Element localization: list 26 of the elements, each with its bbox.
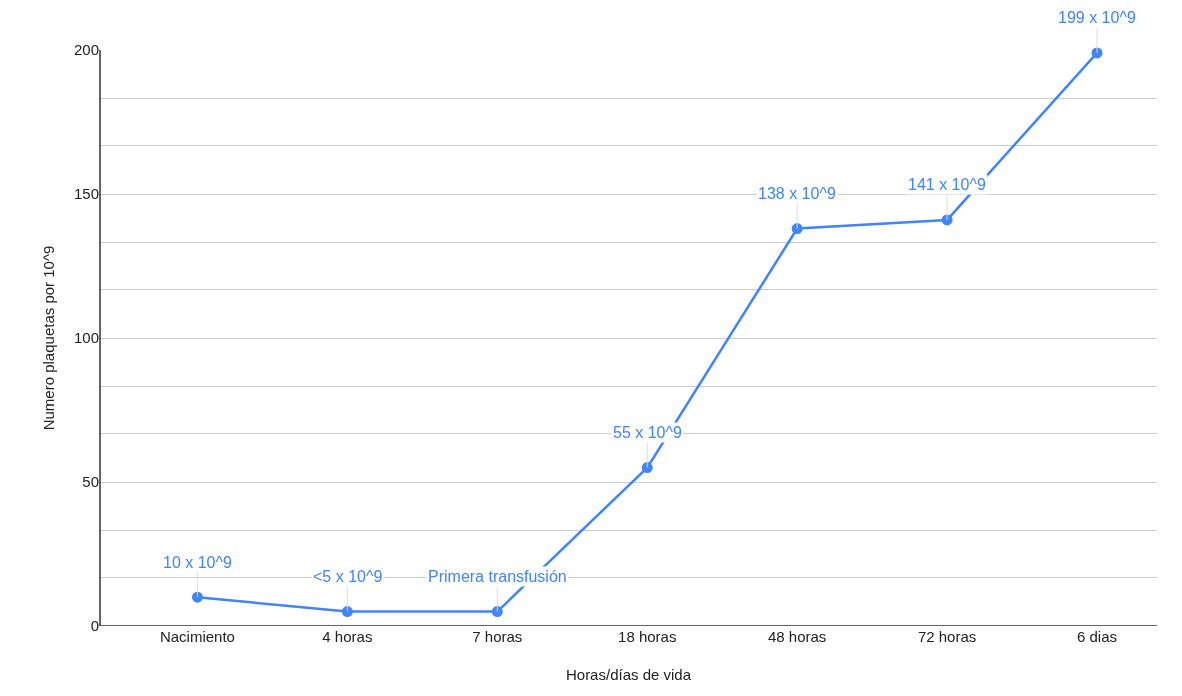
x-tick-label: 6 dias bbox=[1077, 628, 1118, 645]
point bbox=[341, 606, 353, 618]
x-tick-label: 18 horas bbox=[618, 628, 677, 645]
annotation: 199 x 10^9 bbox=[1058, 9, 1136, 26]
y-tick-label: 100 bbox=[73, 329, 99, 347]
annotation: <5 x 10^9 bbox=[313, 568, 383, 585]
y-tick-label: 0 bbox=[90, 617, 99, 635]
x-tick-label: 72 horas bbox=[917, 628, 977, 645]
annotation: 138 x 10^9 bbox=[758, 185, 836, 202]
annotation: 55 x 10^9 bbox=[613, 424, 682, 441]
y-tick-label: 50 bbox=[82, 473, 99, 491]
y-tick-label: 150 bbox=[73, 185, 99, 203]
y-axis-title: Numero plaquetas por 10^9 bbox=[40, 245, 58, 431]
annotation: 141 x 10^9 bbox=[908, 176, 986, 193]
point bbox=[191, 591, 203, 603]
point bbox=[791, 223, 803, 235]
point bbox=[491, 606, 503, 618]
x-tick-label: 4 horas bbox=[322, 628, 373, 645]
y-tick-label: 200 bbox=[73, 41, 99, 59]
point bbox=[641, 462, 653, 474]
x-tick-label: 48 horas bbox=[767, 628, 827, 645]
x-tick-label: 7 horas bbox=[472, 628, 523, 645]
x-axis-title: Horas/días de vida bbox=[565, 666, 692, 683]
annotation: 10 x 10^9 bbox=[163, 554, 232, 571]
x-tick-label: Nacimiento bbox=[159, 628, 235, 645]
annotation: Primera transfusión bbox=[428, 568, 567, 585]
